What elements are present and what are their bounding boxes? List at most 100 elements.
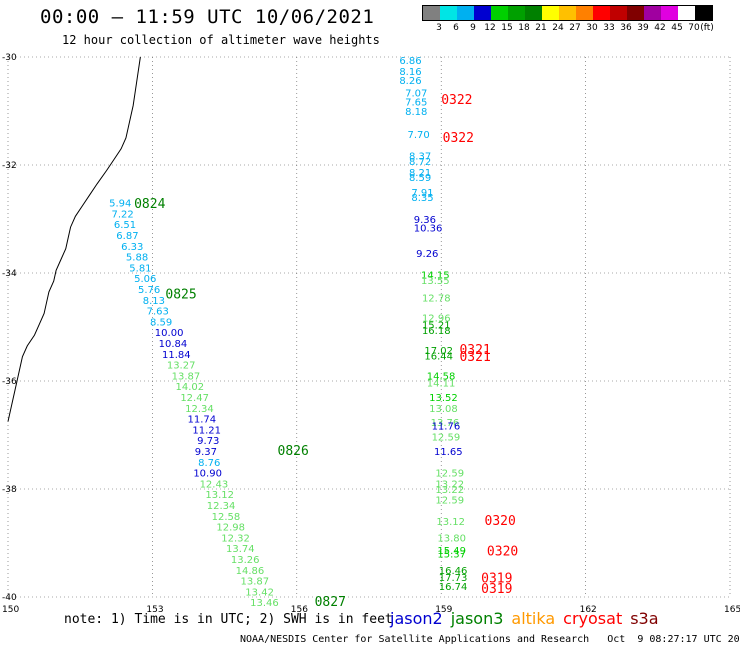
color-scale-label: 33 [603,23,615,33]
color-scale-label: 42 [654,23,666,33]
wave-height-value: 16.44 [424,351,453,362]
wave-height-value: 11.76 [432,422,461,433]
wave-height-value: 12.78 [422,294,451,305]
color-scale-label: 18 [518,23,530,33]
map-subtitle: 12 hour collection of altimeter wave hei… [62,33,380,47]
lat-tick-label: -36 [2,377,17,387]
wave-height-value: 12.59 [435,469,464,480]
wave-height-value: 12.32 [221,533,250,544]
wave-height-value: 16.74 [439,582,468,593]
credit-footer: NOAA/NESDIS Center for Satellite Applica… [240,634,740,645]
wave-height-value: 15.21 [422,321,451,332]
lon-tick-label: 153 [146,605,163,615]
wave-height-value: 11.65 [434,447,463,458]
color-scale-label: 3 [436,23,442,33]
pass-time-label: 0321 [459,343,490,358]
wave-height-value: 6.33 [121,242,143,253]
wave-height-value: 9.37 [195,447,217,458]
color-swatch [491,6,508,20]
lon-tick-label: 156 [291,605,308,615]
lon-tick-label: 159 [435,605,452,615]
color-scale-bar [422,5,713,21]
color-swatch [440,6,457,20]
lat-tick-label: -32 [2,161,17,171]
wave-height-value: 9.36 [414,215,436,226]
wave-height-value: 12.34 [207,501,236,512]
pass-time-label: 0321 [459,350,490,365]
wave-height-value: 8.35 [411,193,433,204]
wave-height-value: 13.22 [435,485,464,496]
color-swatch [542,6,559,20]
wave-height-value: 8.18 [405,107,427,118]
wave-height-value: 9.73 [197,436,219,447]
color-swatch [508,6,525,20]
wave-height-value: 7.70 [408,130,430,141]
pass-time-label: 0320 [485,514,516,529]
pass-time-label: 0827 [315,595,346,610]
pass-time-label: 0319 [481,571,512,586]
wave-height-value: 13.55 [421,276,450,287]
color-swatch [559,6,576,20]
wave-height-value: 10.90 [193,469,222,480]
wave-height-value: 8.21 [409,168,431,179]
wave-height-value: 8.72 [409,157,431,168]
lat-tick-label: -38 [2,485,17,495]
wave-height-value: 8.76 [198,458,220,469]
wave-height-value: 14.11 [427,378,456,389]
wave-height-value: 11.84 [162,350,191,361]
wave-height-value: 16.46 [439,566,468,577]
legend-item-altika: altika [511,609,556,628]
pass-time-label: 0322 [441,93,472,108]
lon-tick-label: 162 [580,605,597,615]
color-scale-label: 15 [501,23,513,33]
wave-height-value: 5.76 [138,285,160,296]
color-swatch [610,6,627,20]
wave-height-value: 7.65 [405,98,427,109]
color-scale-label: 12 [484,23,496,33]
wave-height-value: 13.74 [226,544,255,555]
wave-height-value: 11.74 [188,415,217,426]
wave-height-value: 15.49 [437,546,466,557]
wave-height-value: 5.88 [126,253,148,264]
color-scale-label: 39 [637,23,649,33]
color-scale-label: 27 [569,23,581,33]
lat-tick-label: -30 [2,53,17,63]
wave-height-value: 5.81 [129,263,151,274]
wave-height-value: 10.84 [159,339,188,350]
satellite-legend: jason2 jason3 altika cryosat s3a [390,609,667,628]
wave-height-value: 14.58 [427,371,456,382]
color-swatch [474,6,491,20]
legend-item-s3a: s3a [630,609,659,628]
wave-height-value: 15.37 [437,550,466,561]
wave-height-value: 6.87 [116,231,138,242]
color-swatch [695,6,712,20]
wave-height-value: 8.59 [150,317,172,328]
wave-height-value: 12.59 [432,432,461,443]
wave-height-value: 6.51 [114,220,136,231]
wave-height-value: 12.98 [216,523,245,534]
legend-item-jason3: jason3 [450,609,504,628]
wave-height-value: 13.52 [429,393,458,404]
pass-time-label: 0319 [481,582,512,597]
wave-height-value: 8.13 [143,296,165,307]
wave-height-value: 17.02 [424,346,453,357]
lat-tick-label: -34 [2,269,17,279]
wave-height-value: 12.47 [180,393,209,404]
wave-height-value: 13.42 [245,587,274,598]
wave-height-value: 12.96 [422,314,451,325]
wave-height-value: 8.26 [399,76,421,87]
legend-item-jason2: jason2 [390,609,443,628]
wave-height-value: 16.18 [422,326,451,337]
wave-height-value: 17.73 [439,573,468,584]
wave-height-value: 13.87 [172,371,201,382]
wave-height-value: 13.87 [240,577,269,588]
wave-height-value: 13.80 [437,533,466,544]
wave-height-value: 9.26 [416,249,438,260]
wave-height-value: 5.06 [134,274,156,285]
wave-height-value: 13.46 [250,598,279,609]
color-swatch [457,6,474,20]
wave-height-value: 13.22 [435,479,464,490]
wave-height-value: 11.21 [192,425,221,436]
color-swatch [661,6,678,20]
color-scale-label: 6 [453,23,459,33]
